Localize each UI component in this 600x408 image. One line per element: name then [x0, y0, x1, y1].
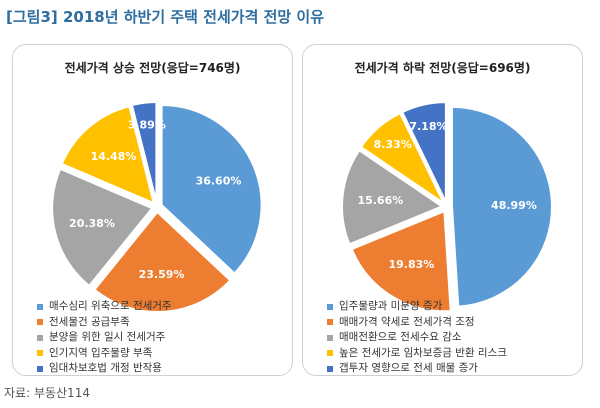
rise-legend-swatch-2	[37, 319, 43, 326]
rise-slice-5	[130, 101, 158, 203]
fall-legend-swatch-4	[327, 350, 333, 357]
fall-legend-swatch-5	[327, 365, 333, 372]
rise-chart-title: 전세가격 상승 전망(응답=746명)	[64, 61, 241, 75]
rise-legend-label-1: 매수심리 위축으로 전세거주	[49, 300, 172, 312]
rise-slice-label-3: 20.38%	[69, 217, 115, 230]
fall-slice-4	[359, 111, 447, 207]
rise-slice-label-4: 14.48%	[91, 150, 137, 163]
fall-slice-label-1: 48.99%	[491, 199, 537, 212]
rise-legend-swatch-5	[37, 365, 43, 372]
fall-slice-label-2: 19.83%	[389, 258, 435, 271]
fall-legend-label-5: 갭투자 영향으로 전세 매물 증가	[339, 362, 478, 374]
rise-slice-label-5: 3.89%	[128, 119, 166, 132]
rise-legend-item-2: 전세물건 공급부족	[37, 315, 172, 331]
rise-slice-4	[60, 105, 156, 205]
figure-title: [그림3] 2018년 하반기 주택 전세가격 전망 이유	[6, 8, 325, 26]
fall-slice-5	[400, 101, 447, 203]
fall-legend-item-1: 입주물량과 미분양 증가	[327, 299, 507, 315]
rise-legend-item-3: 분양을 위한 일시 전세거주	[37, 330, 172, 346]
rise-chart-panel: 36.60% 23.59% 20.38% 14.48% 3.89% 전세가격 상승 전망…	[12, 44, 293, 376]
fall-chart-panel: 48.99% 19.83% 15.66% 8.33% 7.18% 전세가격 하락 전망(…	[302, 44, 583, 376]
rise-slice-3	[51, 167, 154, 288]
rise-legend-item-5: 임대차보호법 개정 반작용	[37, 361, 172, 377]
rise-pie-chart: 36.60% 23.59% 20.38% 14.48% 3.89%	[51, 101, 263, 313]
rise-slice-label-2: 23.59%	[139, 268, 185, 281]
fall-chart-title: 전세가격 하락 전망(응답=696명)	[354, 61, 531, 75]
fall-legend-item-3: 매매전환으로 전세수요 감소	[327, 330, 507, 346]
fall-legend-label-3: 매매전환으로 전세수요 감소	[339, 331, 462, 343]
fall-legend-swatch-2	[327, 319, 333, 326]
rise-legend-item-4: 인기지역 입주물량 부족	[37, 346, 172, 362]
rise-legend-swatch-4	[37, 350, 43, 357]
fall-legend-item-5: 갭투자 영향으로 전세 매물 증가	[327, 361, 507, 377]
fall-slice-label-3: 15.66%	[357, 194, 403, 207]
fall-slice-label-5: 7.18%	[409, 120, 447, 133]
fall-slice-3	[341, 148, 445, 246]
rise-legend-label-2: 전세물건 공급부족	[49, 315, 130, 328]
rise-legend-label-5: 임대차보호법 개정 반작용	[49, 362, 162, 374]
fall-slice-2	[350, 209, 452, 313]
fall-legend-label-2: 매매가격 약세로 전세가격 조정	[339, 315, 475, 328]
rise-legend-swatch-1	[37, 303, 43, 310]
fall-legend-label-4: 높은 전세가로 임차보증금 반환 리스크	[339, 346, 507, 359]
fall-legend-item-4: 높은 전세가로 임차보증금 반환 리스크	[327, 346, 507, 362]
fall-legend-label-1: 입주물량과 미분양 증가	[339, 300, 443, 312]
fall-legend-swatch-3	[327, 334, 333, 341]
rise-legend-item-1: 매수심리 위축으로 전세거주	[37, 299, 172, 315]
rise-slice-2	[92, 210, 232, 313]
fall-pie-chart: 48.99% 19.83% 15.66% 8.33% 7.18%	[341, 101, 553, 313]
fall-slice-1	[450, 105, 553, 308]
rise-legend-label-3: 분양을 위한 일시 전세거주	[49, 331, 166, 343]
rise-legend-swatch-3	[37, 334, 43, 341]
fall-legend-swatch-1	[327, 303, 333, 310]
rise-slice-label-1: 36.60%	[196, 174, 242, 187]
fall-legend-item-2: 매매가격 약세로 전세가격 조정	[327, 315, 507, 331]
source-note: 자료: 부동산114	[4, 386, 90, 400]
rise-slice-1	[160, 104, 263, 275]
rise-legend-label-4: 인기지역 입주물량 부족	[49, 346, 153, 359]
fall-slice-label-4: 8.33%	[374, 138, 412, 151]
